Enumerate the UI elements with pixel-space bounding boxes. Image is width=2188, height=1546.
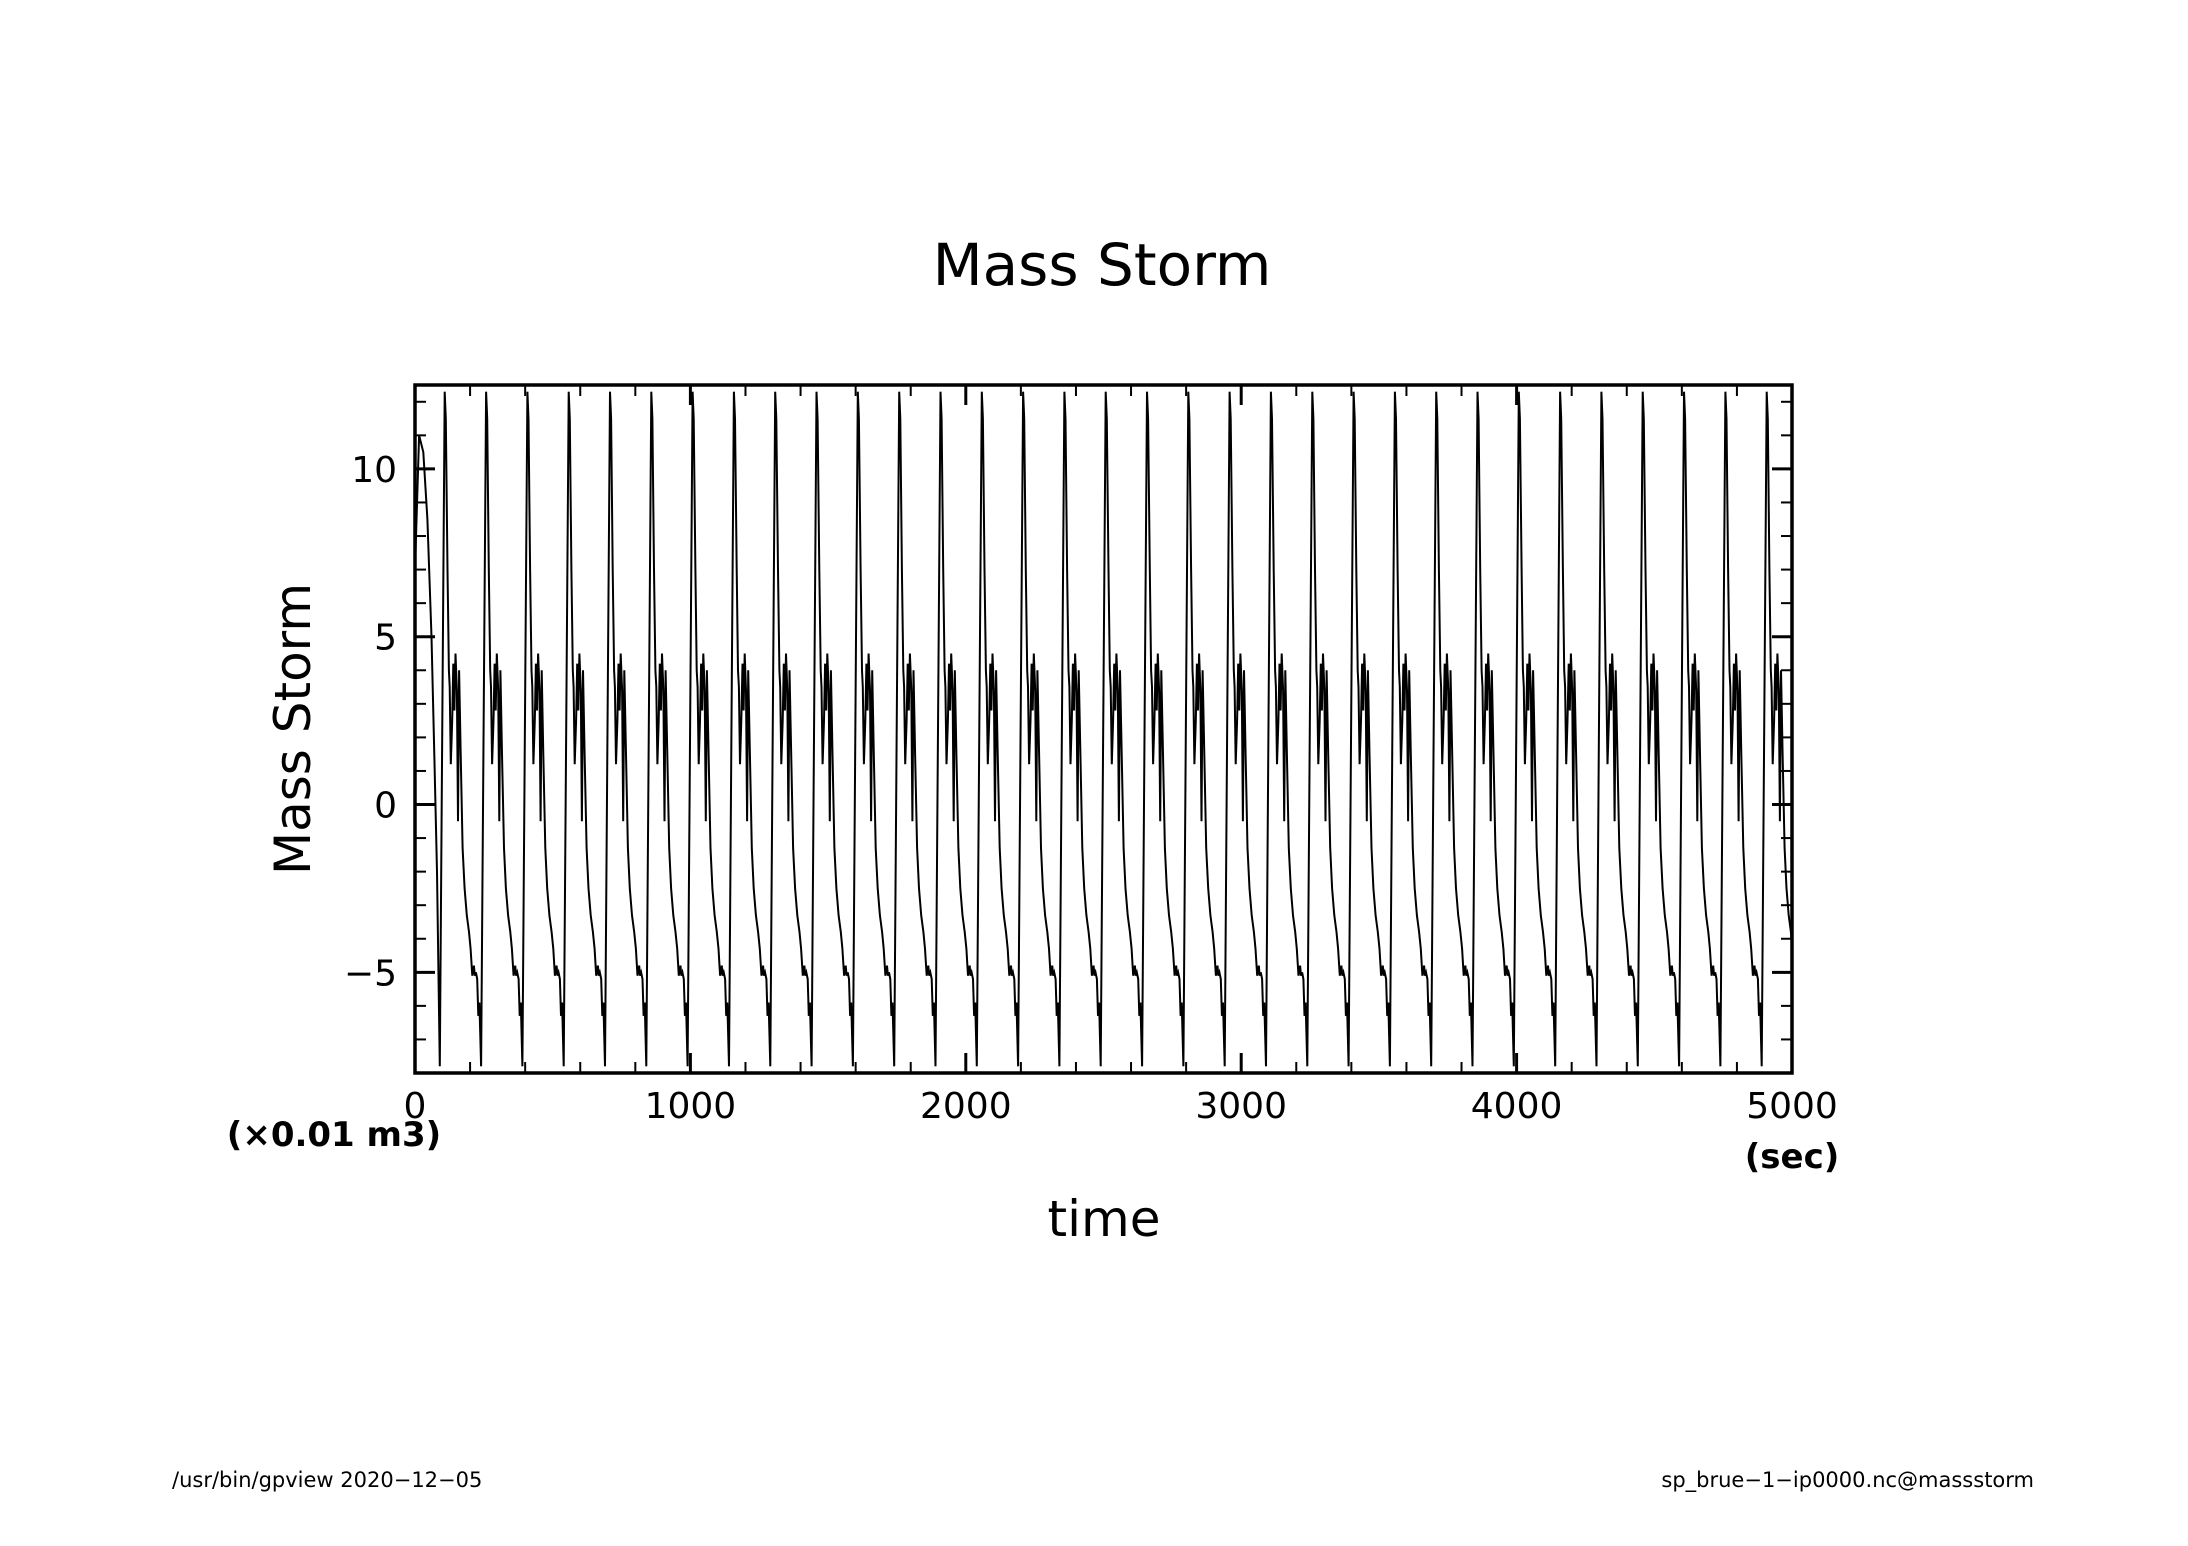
plot-frame [413,383,1794,1075]
y-tick-label: 10 [351,450,397,491]
y-tick-label: −5 [344,953,397,994]
y-axis-tick-labels: 10 5 0 −5 [344,450,397,994]
x-tick-label: 2000 [920,1086,1012,1127]
x-axis-label: time [1048,1190,1161,1248]
footer-file-source: sp_brue−1−ip0000.nc@massstorm [1661,1468,2034,1493]
y-axis-label: Mass Storm [264,583,322,875]
x-tick-label: 4000 [1471,1086,1563,1127]
x-tick-label: 1000 [645,1086,737,1127]
footer-command-date: /usr/bin/gpview 2020−12−05 [172,1468,482,1492]
y-axis-ticks [415,400,1792,1074]
x-axis-ticks [413,385,1794,1073]
mass-storm-series-line [414,391,1793,1067]
chart-title: Mass Storm [933,231,1272,299]
x-axis-unit: (sec) [1745,1137,1840,1177]
y-tick-label: 5 [374,618,397,659]
y-tick-label: 0 [374,786,397,827]
x-tick-label: 5000 [1746,1086,1838,1127]
x-tick-label: 0 [404,1086,427,1127]
x-tick-label: 3000 [1195,1086,1287,1127]
x-axis-tick-labels: 0 1000 2000 3000 4000 5000 [404,1086,1838,1127]
y-axis-unit: (×0.01 m3) [227,1115,441,1155]
plot-area [413,383,1794,1075]
